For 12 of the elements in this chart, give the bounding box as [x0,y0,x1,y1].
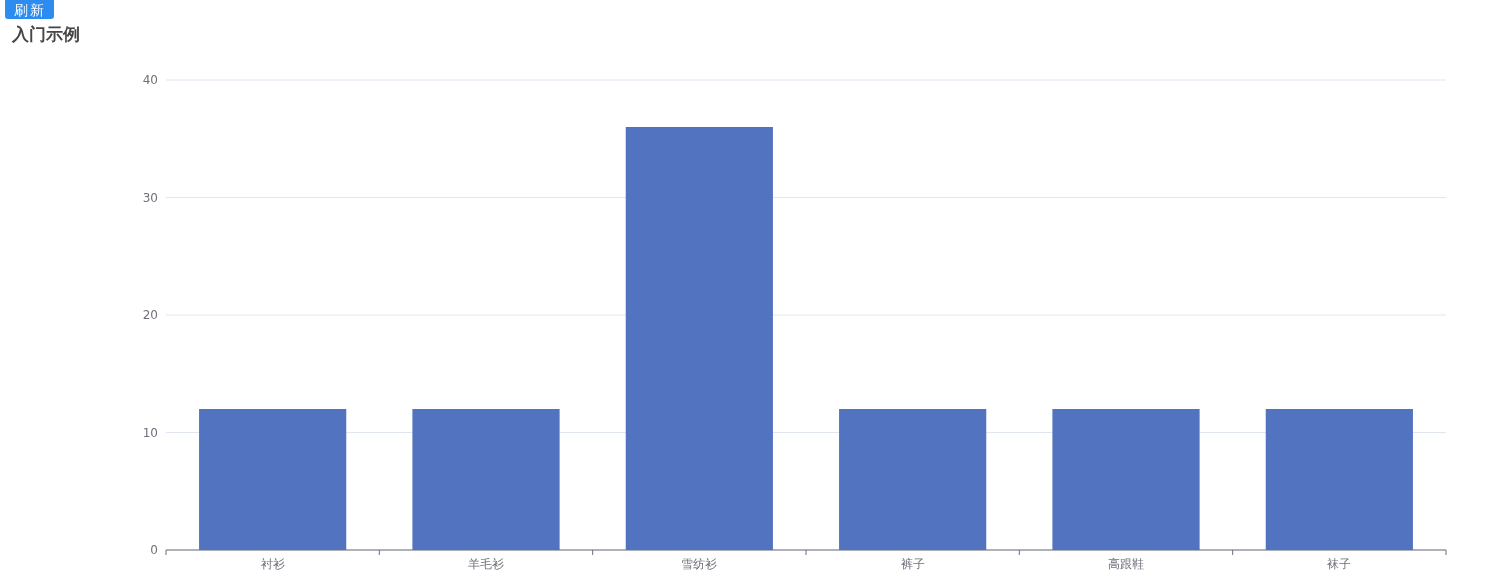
x-tick-label: 衬衫 [260,557,285,571]
x-tick-label: 裤子 [900,557,925,571]
y-tick-label: 0 [150,543,158,558]
y-tick-label: 10 [142,425,158,440]
x-tick-label: 高跟鞋 [1108,557,1144,571]
y-tick-label: 20 [142,308,158,323]
x-tick-label: 羊毛衫 [468,557,504,571]
x-tick-label: 袜子 [1327,557,1352,571]
chart-title: 入门示例 [11,24,80,44]
y-tick-label: 40 [142,73,158,88]
x-tick-label: 雪纺衫 [681,557,718,571]
y-tick-label: 30 [142,190,158,205]
